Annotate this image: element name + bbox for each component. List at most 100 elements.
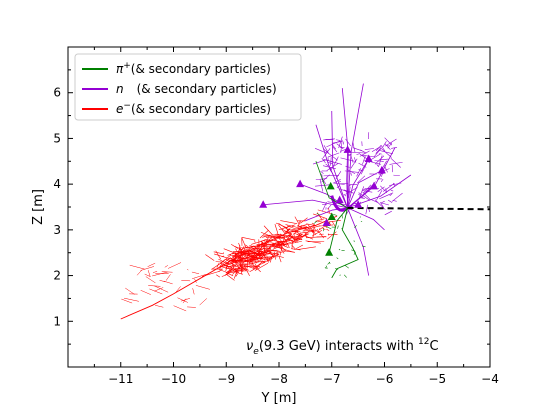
electron-secondary-track [155,305,164,308]
electron-secondary-track [281,236,295,243]
legend-label-e: e−(& secondary particles) [116,101,271,116]
track-end-marker [296,179,305,188]
electron-secondary-track [245,245,255,252]
neutron-secondary-track [374,160,384,162]
electron-secondary-track [234,252,256,255]
electron-secondary-track [269,248,272,251]
electron-secondary-track [275,236,295,242]
electron-secondary-track [305,225,314,233]
electron-secondary-track [202,270,221,277]
neutron-secondary-track [343,193,347,197]
legend-box [74,53,302,121]
electron-secondary-track [181,280,191,282]
electron-secondary-track [148,285,161,287]
neutron-secondary-track [385,138,397,147]
electron-secondary-track [269,251,277,255]
neutron-secondary-track [380,145,386,152]
electron-secondary-track [296,237,302,240]
neutron-track [347,147,396,209]
electron-secondary-track [256,253,262,261]
neutron-secondary-track [312,159,327,165]
electron-secondary-track [266,252,272,254]
particle-tracks [120,83,491,320]
electron-secondary-track [283,237,290,248]
neutron-secondary-track [392,200,397,202]
neutron-secondary-track [387,199,393,203]
electron-secondary-track [278,256,282,263]
neutron-secondary-track [363,184,372,194]
neutron-secondary-track [360,149,367,154]
neutron-secondary-track [352,141,356,153]
electron-secondary-track [218,258,229,265]
electron-secondary-track [274,234,291,237]
neutron-secondary-track [315,178,328,181]
x-tick-label: −11 [108,372,133,386]
neutron-secondary-track [358,162,367,168]
neutron-secondary-track [358,169,364,172]
electron-secondary-track [297,221,301,227]
neutron-secondary-track [359,150,370,157]
neutron-secondary-track [342,141,345,145]
pion-secondary-track [327,262,331,265]
electron-secondary-track [286,225,297,230]
neutron-secondary-track [332,182,345,185]
electron-secondary-track [121,298,133,304]
electron-secondary-track [276,242,289,248]
y-tick-label: 1 [53,314,61,328]
electron-secondary-track [129,264,146,270]
electron-secondary-track [241,237,256,241]
electron-secondary-track [280,247,285,254]
electron-secondary-track [230,259,235,270]
electron-secondary-track [235,273,238,277]
electron-secondary-track [239,254,246,256]
electron-secondary-track [226,259,237,267]
electron-secondary-track [322,227,326,231]
electron-secondary-track [235,267,248,271]
electron-secondary-track [215,250,221,260]
electron-secondary-track [163,280,173,285]
electron-secondary-track [267,235,284,238]
track-end-marker [326,181,335,190]
electron-secondary-track [218,269,222,272]
electron-secondary-track [265,250,281,252]
y-tick-label: 4 [53,177,61,191]
neutron-secondary-track [376,190,383,201]
electron-secondary-track [264,239,284,243]
electron-secondary-track [233,272,237,279]
electron-secondary-track [251,239,268,245]
electron-secondary-track [252,261,266,269]
neutron-secondary-track [387,142,393,149]
neutron-secondary-track [389,194,392,196]
electron-secondary-track [161,271,173,273]
y-tick-label: 5 [53,131,61,145]
electron-secondary-track [262,235,268,238]
neutron-track [347,207,370,276]
pion-secondary-track [344,265,350,269]
electron-secondary-track [258,239,260,249]
pion-track [328,207,348,253]
electron-secondary-track [220,257,231,266]
electron-secondary-track [263,225,274,236]
neutron-track [347,207,385,231]
neutron-secondary-track [385,188,387,194]
electron-secondary-track [242,245,260,249]
electron-secondary-track [305,240,321,244]
neutron-track [315,124,348,209]
electron-secondary-track [268,255,274,260]
neutron-track [347,170,383,209]
neutron-secondary-track [330,163,335,172]
electron-secondary-track [244,255,248,261]
electron-secondary-track [311,222,316,226]
neutron-secondary-track [364,148,375,150]
electron-secondary-track [230,244,239,249]
electron-secondary-track [251,256,257,262]
legend: π+(& secondary particles) n (& secondary … [74,53,302,121]
neutron-secondary-track [365,204,368,215]
pion-secondary-track [324,267,327,270]
electron-secondary-track [140,266,155,271]
neutron-track [305,207,348,222]
electron-secondary-track [300,230,317,234]
electron-secondary-track [221,255,225,258]
electron-secondary-track [268,254,280,261]
